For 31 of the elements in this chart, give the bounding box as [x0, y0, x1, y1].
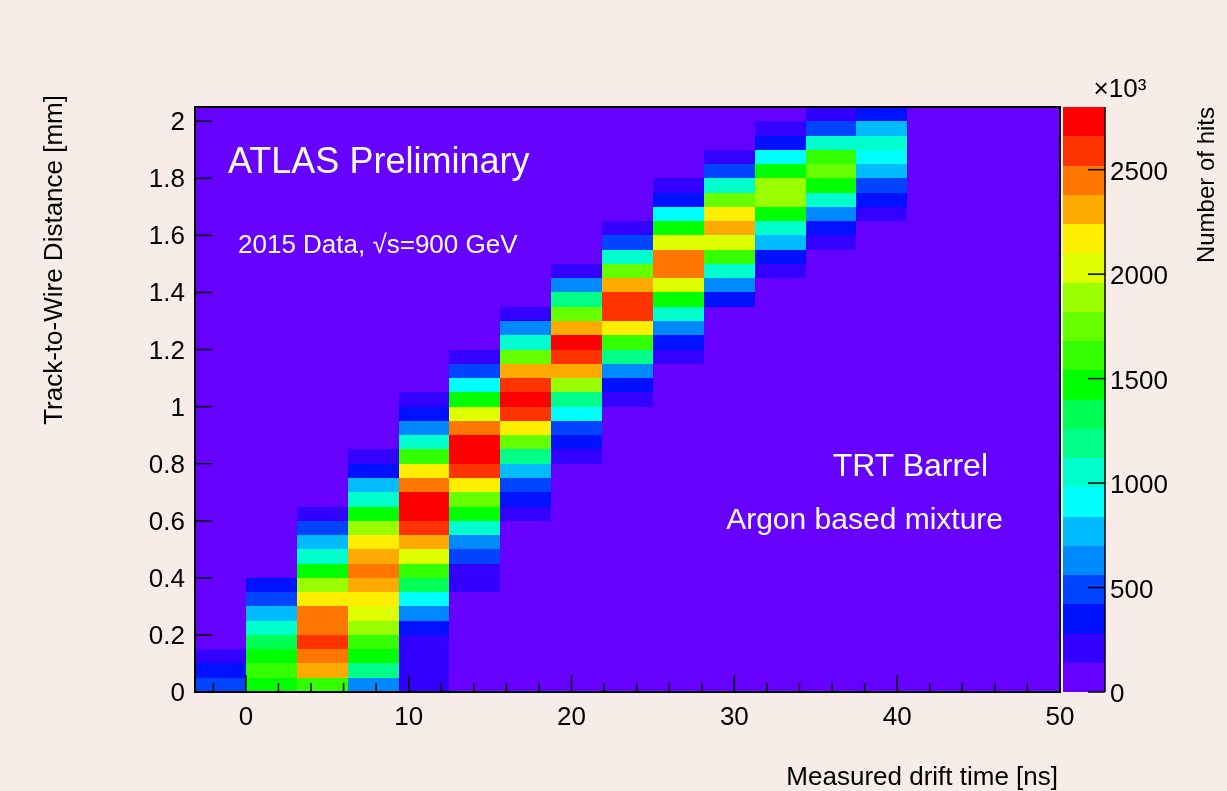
annotation: ATLAS Preliminary	[228, 140, 530, 181]
color-bar-label: 0	[1110, 678, 1125, 708]
y-tick-label: 1.4	[148, 277, 185, 308]
x-tick-label: 10	[394, 701, 424, 731]
x-tick-label: 30	[719, 701, 749, 731]
text: ×10³	[1093, 73, 1147, 103]
y-tick-label: 0.4	[148, 562, 185, 593]
y-tick-label: 0.6	[148, 505, 185, 536]
y-tick-label: 1	[170, 391, 185, 422]
color-bar-label: 1000	[1110, 469, 1168, 500]
color-bar-label: 500	[1110, 573, 1154, 604]
annotation: 2015 Data, √s=900 GeV	[238, 229, 519, 259]
annotation: TRT Barrel	[832, 447, 988, 483]
color-bar-title: Number of hits	[1192, 107, 1219, 264]
y-tick-label: 2	[170, 106, 185, 137]
y-tick-label: 0.2	[148, 619, 185, 650]
y-tick-label: 1.8	[148, 163, 185, 194]
color-bar-label: 2000	[1110, 260, 1168, 291]
y-tick-label: 0	[170, 677, 185, 707]
y-tick-label: 1.6	[148, 220, 185, 251]
x-tick-label: 40	[882, 701, 912, 731]
annotation: Argon based mixture	[726, 502, 1003, 535]
color-bar-label: 2500	[1110, 155, 1168, 186]
color-bar-label: 1500	[1110, 364, 1168, 395]
x-tick-label: 50	[1045, 701, 1075, 731]
y-tick-label: 0.8	[148, 448, 185, 479]
x-tick-label: 0	[238, 701, 254, 731]
y-axis-title: Track-to-Wire Distance [mm]	[38, 95, 68, 425]
x-tick-label: 20	[557, 701, 586, 731]
y-tick-label: 1.2	[148, 334, 185, 365]
x-axis-title: Measured drift time [ns]	[786, 761, 1058, 791]
